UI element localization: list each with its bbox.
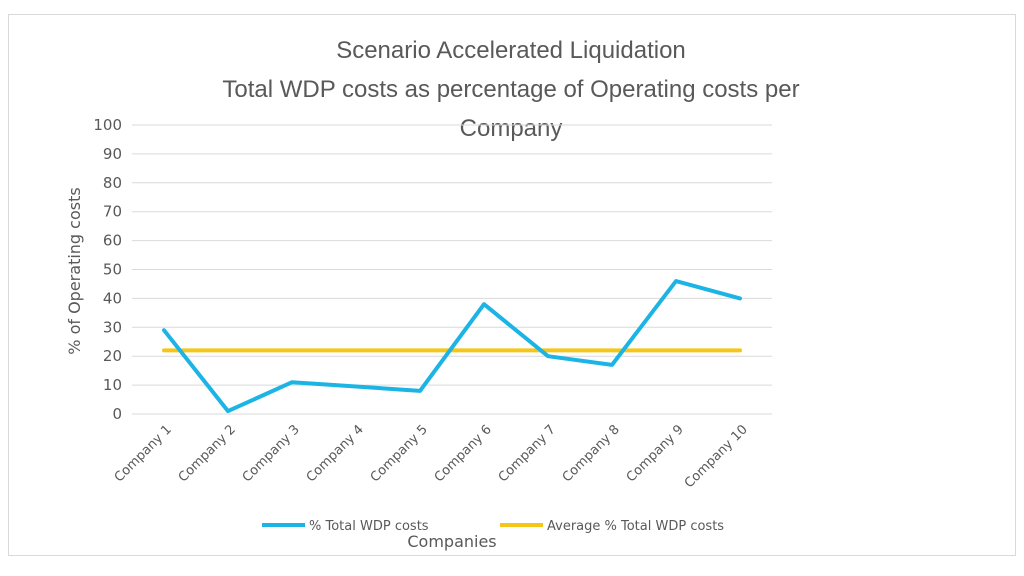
x-tick-label: Company 3 [240,422,303,485]
y-tick-label: 60 [103,232,122,250]
x-tick-label: Company 4 [304,422,367,485]
y-tick-label: 100 [93,116,122,134]
x-axis-label: Companies [407,532,496,551]
x-tick-label: Company 10 [682,422,751,491]
y-tick-label: 0 [112,405,122,423]
y-tick-label: 70 [103,203,122,221]
y-tick-label: 10 [103,376,122,394]
y-tick-label: 90 [103,145,122,163]
x-tick-label: Company 9 [624,422,687,485]
chart-title-line-3: Company [460,115,563,142]
legend-label-series-2: Average % Total WDP costs [547,519,724,534]
y-tick-label: 80 [103,174,122,192]
chart-title-line-2: Total WDP costs as percentage of Operati… [222,76,799,103]
series-line [162,279,742,414]
x-tick-label: Company 2 [176,422,239,485]
y-axis-ticks: 0 10 20 30 40 50 60 70 80 90 100 [93,116,122,423]
legend-label-series-1: % Total WDP costs [309,519,429,534]
legend: % Total WDP costs Average % Total WDP co… [262,519,724,534]
x-tick-label: Company 6 [432,422,495,485]
y-tick-label: 20 [103,347,122,365]
y-tick-label: 30 [103,318,122,336]
x-axis-ticks: Company 1 Company 2 Company 3 Company 4 Comp… [112,422,751,491]
series-lines [162,279,742,414]
x-tick-label: Company 8 [560,422,623,485]
chart-frame [8,14,1016,556]
y-tick-label: 40 [103,289,122,307]
x-tick-label: Company 5 [368,422,431,485]
x-tick-label: Company 1 [112,422,175,485]
gridlines [132,124,772,415]
y-axis-label: % of Operating costs [65,187,84,354]
chart-title-line-1: Scenario Accelerated Liquidation [336,37,686,64]
x-tick-label: Company 7 [496,422,559,485]
y-tick-label: 50 [103,261,122,279]
